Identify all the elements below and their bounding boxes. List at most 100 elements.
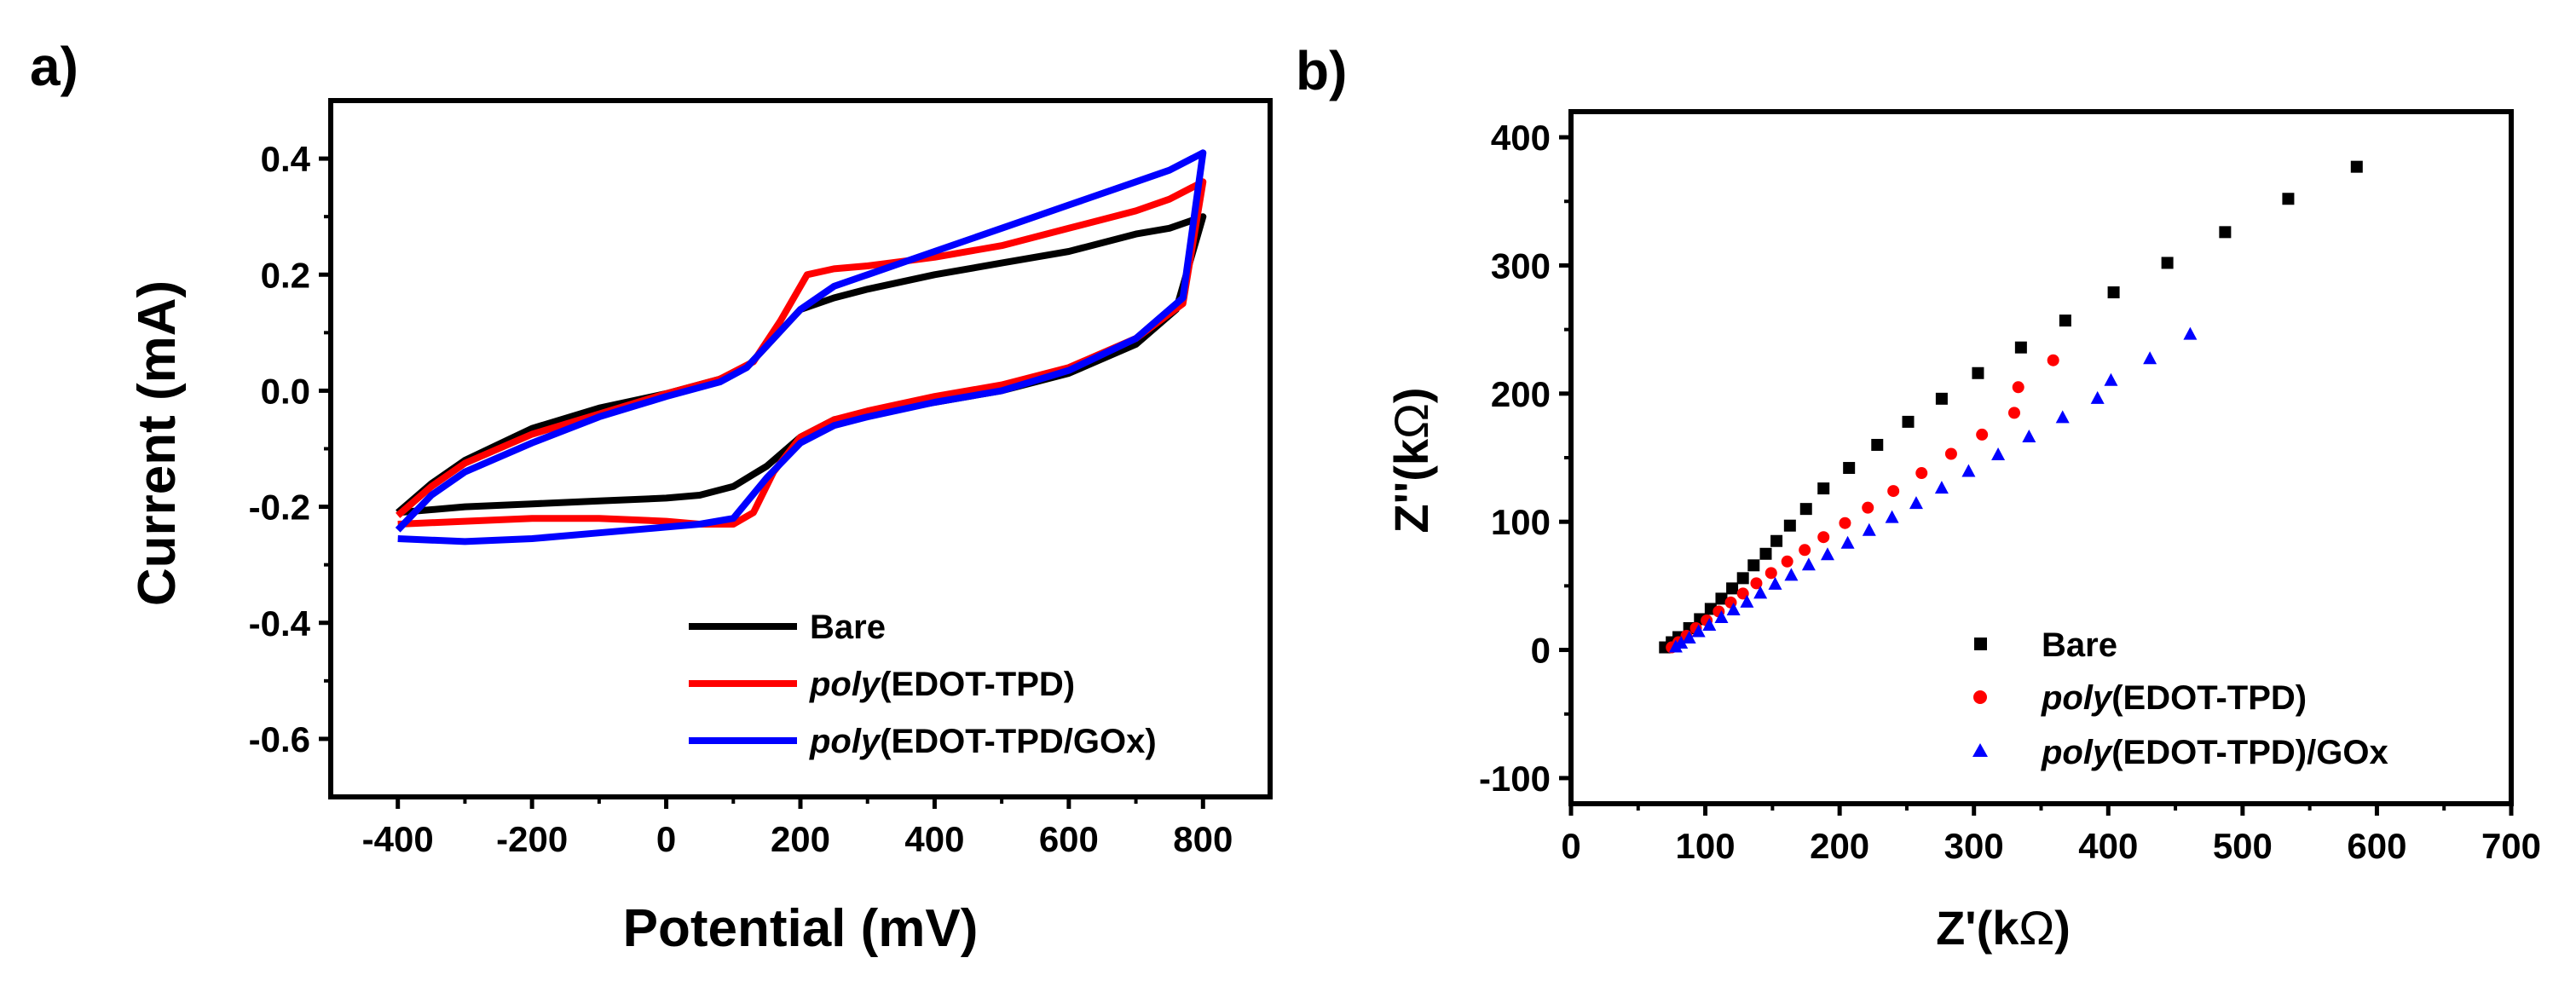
panel-a-series-group (395, 149, 1207, 545)
panel-b-point-poly (1750, 577, 1763, 590)
legend-b-label-1-italic: poly (2041, 679, 2113, 717)
legend-b-label-1: poly(EDOT-TPD) (2041, 679, 2307, 717)
panel-b-point-poly-gox (1674, 636, 1689, 649)
legend-a-label-1: poly(EDOT-TPD) (809, 666, 1075, 703)
panel-b-y-tick-label: 200 (1491, 374, 1551, 414)
panel-b-x-tick-label: 300 (1944, 826, 2004, 866)
panel-b-point-poly-gox (2183, 326, 2198, 340)
legend-a-label-1-italic: poly (809, 666, 881, 703)
panel-b-point-bare (1817, 482, 1830, 495)
panel-b-x-label-unit: Ω (2019, 901, 2054, 955)
panel-a-x-tick-label: 600 (1039, 819, 1099, 859)
panel-b-x-tick-label: 100 (1676, 826, 1736, 866)
legend-b-label-2: poly(EDOT-TPD)/GOx (2041, 734, 2388, 771)
panel-b-point-poly (1799, 544, 1811, 557)
panel-b-x-tick-label: 500 (2213, 826, 2273, 866)
panel-b-point-bare (1736, 572, 1749, 585)
panel-b-point-poly-gox (1885, 510, 1899, 523)
panel-a-y-tick-label: 0.2 (261, 255, 310, 295)
panel-a-x-ticks: -400 -200 0 200 400 600 800 (362, 797, 1233, 859)
panel-b-y-tick-label: 0 (1531, 631, 1551, 671)
panel-b-point-poly-gox (1820, 547, 1834, 561)
legend-a-label-2: poly(EDOT-TPD/GOx) (809, 723, 1157, 760)
panel-a-y-tick-label: 0.0 (261, 371, 310, 411)
panel-b-point-poly (1839, 516, 1851, 529)
panel-b-point-bare (1783, 519, 1796, 532)
legend-b-marker-0 (1974, 638, 1987, 650)
panel-b-point-bare (1747, 559, 1760, 572)
panel-b-point-poly-gox (1726, 602, 1741, 615)
panel-b-point-poly (2012, 381, 2024, 394)
legend-b-label-1-text: (EDOT-TPD) (2111, 679, 2307, 717)
panel-a-y-ticks: 0.4 0.2 0.0 -0.2 -0.4 -0.6 (249, 139, 331, 759)
legend-b-marker-1 (1973, 690, 1987, 704)
panel-b-y-label-unit: Ω (1384, 403, 1438, 439)
panel-b-point-poly (1915, 467, 1928, 480)
panel-b-point-poly-gox (2055, 410, 2070, 424)
panel-b-point-poly (1976, 428, 1989, 441)
panel-b-x-tick-label: 700 (2481, 826, 2541, 866)
panel-b-point-bare (2282, 193, 2295, 205)
panel-b-point-poly-gox (1682, 631, 1696, 644)
legend-b-label-2-italic: poly (2041, 734, 2113, 771)
legend-a-label-2-italic: poly (809, 723, 881, 760)
panel-b-point-poly-gox (2143, 351, 2157, 365)
panel-a-label: a) (30, 36, 78, 97)
panel-a-series-line-2 (395, 149, 1207, 545)
panel-b-point-poly-gox (1691, 624, 1706, 638)
panel-b-point-poly-gox (1768, 576, 1782, 590)
panel-b-x-ticks: 0 100 200 300 400 500 600 700 (1561, 804, 2541, 866)
legend-b-label-0: Bare (2042, 626, 2117, 664)
panel-b-point-poly-gox (1840, 535, 1855, 549)
legend-a-label-2-text: (EDOT-TPD/GOx) (880, 723, 1156, 760)
panel-b-point-poly (1781, 555, 1793, 568)
panel-b-point-poly-gox (1801, 557, 1816, 571)
panel-b-point-poly-gox (1862, 522, 1876, 536)
panel-a-legend: Bare poly(EDOT-TPD) poly(EDOT-TPD/GOx) (689, 609, 1157, 760)
panel-a-y-tick-label: -0.2 (249, 488, 310, 528)
panel-a-x-tick-label: 400 (904, 819, 964, 859)
panel-b-point-bare (2350, 160, 2363, 173)
panel-b-x-tick-label: 400 (2078, 826, 2138, 866)
panel-b-series-group (1659, 160, 2363, 654)
panel-b-point-bare (1871, 438, 1884, 451)
panel-b-legend: Bare poly(EDOT-TPD) poly(EDOT-TPD)/GOx (1972, 626, 2388, 771)
panel-b-point-bare (1843, 462, 1856, 475)
panel-b-y-tick-label: 100 (1491, 502, 1551, 542)
panel-b-point-bare (1799, 503, 1812, 516)
panel-b-point-poly-gox (2022, 429, 2036, 442)
panel-b-x-tick-label: 0 (1561, 826, 1580, 866)
panel-b-point-poly-gox (1934, 481, 1949, 494)
panel-a-y-tick-label: -0.4 (249, 603, 311, 643)
panel-b-point-bare (1715, 592, 1728, 605)
legend-b-label-0-text: Bare (2042, 626, 2117, 664)
panel-b-point-poly (2047, 354, 2059, 366)
panel-b-point-poly-gox (1753, 586, 1768, 599)
legend-a-label-0-text: Bare (810, 609, 886, 646)
panel-b-point-poly (2007, 407, 2020, 419)
panel-b-y-tick-label: 300 (1491, 245, 1551, 286)
panel-b-point-poly (1765, 567, 1777, 580)
panel-b-x-tick-label: 600 (2347, 826, 2406, 866)
legend-a-label-1-text: (EDOT-TPD) (880, 666, 1075, 703)
legend-a-label-0: Bare (810, 609, 886, 646)
panel-b-point-bare (1726, 582, 1739, 595)
panel-b-point-bare (2107, 286, 2120, 299)
panel-b-x-tick-label: 200 (1810, 826, 1869, 866)
panel-b-point-bare (1770, 534, 1783, 547)
panel-b-point-bare (1759, 547, 1772, 560)
panel-b-y-label-prefix: Z''(k (1384, 438, 1438, 533)
panel-b-point-poly-gox (1714, 609, 1729, 623)
panel-b-point-bare (1972, 366, 1984, 379)
panel-b-point-poly (1736, 587, 1749, 600)
panel-b-point-poly-gox (1702, 617, 1717, 631)
panel-b-point-poly-gox (1784, 568, 1799, 581)
panel-a-x-axis-label: Potential (mV) (623, 899, 979, 958)
panel-a-x-tick-label: 0 (656, 819, 676, 859)
panel-b-point-poly-gox (1961, 464, 1976, 477)
panel-b-point-bare (2219, 226, 2232, 239)
panel-b-y-axis-label: Z''(kΩ) (1384, 387, 1438, 533)
panel-b-point-poly (1944, 447, 1957, 460)
panel-b-point-poly-gox (2090, 390, 2105, 404)
panel-b-x-axis-label: Z'(kΩ) (1936, 901, 2071, 955)
